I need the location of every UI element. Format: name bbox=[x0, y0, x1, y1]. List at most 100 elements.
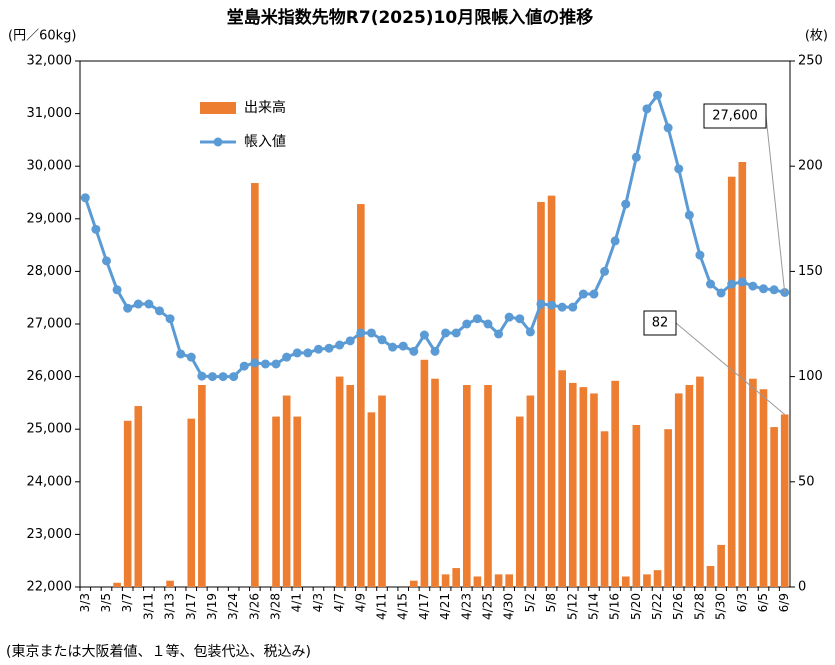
bar bbox=[590, 393, 598, 587]
line-marker bbox=[695, 250, 705, 260]
bar bbox=[505, 574, 513, 587]
line-marker bbox=[557, 302, 567, 312]
y-axis-label: (円／60kg) bbox=[8, 29, 76, 44]
bar bbox=[526, 395, 535, 587]
y2-tick-label: 100 bbox=[798, 369, 823, 384]
x-tick-label: 3/7 bbox=[120, 593, 134, 612]
leader-line bbox=[675, 322, 786, 415]
line-marker bbox=[631, 152, 641, 162]
line-marker bbox=[578, 289, 588, 299]
x-tick-label: 3/17 bbox=[184, 593, 198, 620]
x-tick-label: 6/9 bbox=[777, 593, 791, 612]
x-tick-label: 5/12 bbox=[565, 593, 579, 620]
chart-title: 堂島米指数先物R7(2025)10月限帳入値の推移 bbox=[227, 7, 593, 28]
bar bbox=[653, 570, 662, 587]
bar bbox=[367, 412, 376, 587]
bar bbox=[494, 574, 503, 587]
line-marker bbox=[218, 372, 228, 382]
y-tick-label: 26,000 bbox=[27, 369, 73, 384]
line-marker bbox=[366, 328, 376, 338]
line-marker bbox=[504, 312, 514, 322]
x-tick-label: 3/26 bbox=[247, 593, 261, 620]
line-marker bbox=[356, 328, 366, 338]
bar bbox=[632, 424, 641, 587]
x-tick-label: 5/20 bbox=[629, 593, 643, 620]
bar bbox=[780, 414, 789, 587]
y-tick-label: 31,000 bbox=[27, 106, 73, 121]
bar bbox=[431, 378, 439, 587]
x-tick-label: 4/3 bbox=[311, 593, 325, 612]
line-marker bbox=[547, 300, 557, 310]
y-tick-label: 32,000 bbox=[27, 54, 73, 69]
line-marker bbox=[388, 342, 398, 352]
leader-line bbox=[765, 115, 786, 293]
bar bbox=[717, 544, 725, 587]
bar bbox=[462, 385, 471, 587]
legend-label: 出来高 bbox=[244, 99, 286, 116]
x-tick-label: 4/9 bbox=[353, 593, 367, 612]
bar bbox=[696, 376, 704, 587]
line-marker bbox=[133, 299, 143, 309]
line-marker bbox=[441, 328, 451, 338]
x-tick-label: 6/3 bbox=[735, 593, 749, 612]
line-marker bbox=[568, 302, 578, 312]
line-marker bbox=[345, 336, 355, 346]
y-tick-label: 25,000 bbox=[27, 422, 73, 437]
line-marker bbox=[737, 277, 747, 287]
bar bbox=[452, 568, 461, 587]
line-marker bbox=[642, 104, 652, 114]
line-marker bbox=[229, 372, 239, 382]
y2-tick-label: 250 bbox=[798, 54, 823, 69]
line-marker bbox=[271, 359, 281, 369]
bar bbox=[198, 385, 206, 587]
y-tick-label: 27,000 bbox=[27, 317, 73, 332]
data-label: 27,600 bbox=[712, 109, 758, 124]
bar bbox=[706, 565, 715, 587]
x-tick-label: 4/23 bbox=[459, 593, 473, 620]
line-marker bbox=[610, 236, 620, 246]
line-marker bbox=[621, 199, 631, 209]
bar bbox=[611, 380, 619, 587]
x-tick-label: 3/11 bbox=[141, 593, 155, 620]
x-tick-label: 5/26 bbox=[671, 593, 685, 620]
label-box bbox=[703, 103, 767, 129]
bar bbox=[738, 161, 747, 587]
x-tick-label: 4/30 bbox=[502, 593, 516, 620]
x-tick-label: 3/28 bbox=[269, 593, 283, 620]
line-marker bbox=[250, 358, 260, 368]
x-tick-label: 5/2 bbox=[523, 593, 537, 612]
line-marker bbox=[377, 335, 387, 345]
y-tick-label: 24,000 bbox=[27, 474, 73, 489]
bar bbox=[484, 385, 492, 587]
line-marker bbox=[727, 279, 737, 289]
bar bbox=[759, 389, 768, 587]
x-tick-label: 3/3 bbox=[78, 593, 92, 612]
x-tick-label: 4/21 bbox=[438, 593, 452, 620]
y2-tick-label: 200 bbox=[798, 159, 823, 174]
bar bbox=[515, 416, 524, 587]
bar bbox=[335, 376, 344, 587]
bar bbox=[621, 576, 630, 587]
line-marker bbox=[186, 352, 196, 362]
line-marker bbox=[176, 349, 186, 359]
y-tick-label: 29,000 bbox=[27, 211, 73, 226]
bar bbox=[749, 378, 757, 587]
line-marker bbox=[154, 306, 164, 316]
line-marker bbox=[653, 90, 663, 100]
line-marker bbox=[409, 346, 419, 356]
line-marker bbox=[430, 346, 440, 356]
bar bbox=[674, 393, 683, 587]
bar bbox=[251, 183, 259, 588]
y-tick-label: 23,000 bbox=[27, 527, 73, 542]
bar bbox=[664, 429, 672, 587]
line-marker bbox=[684, 210, 694, 220]
x-tick-label: 5/30 bbox=[714, 593, 728, 620]
y2-tick-label: 150 bbox=[798, 264, 823, 279]
x-tick-label: 5/8 bbox=[544, 593, 558, 612]
line-marker bbox=[80, 193, 90, 203]
x-tick-label: 3/13 bbox=[163, 593, 177, 620]
bar bbox=[600, 431, 609, 587]
line-marker bbox=[472, 314, 482, 324]
x-tick-label: 4/17 bbox=[417, 593, 431, 620]
line-marker bbox=[515, 314, 525, 324]
